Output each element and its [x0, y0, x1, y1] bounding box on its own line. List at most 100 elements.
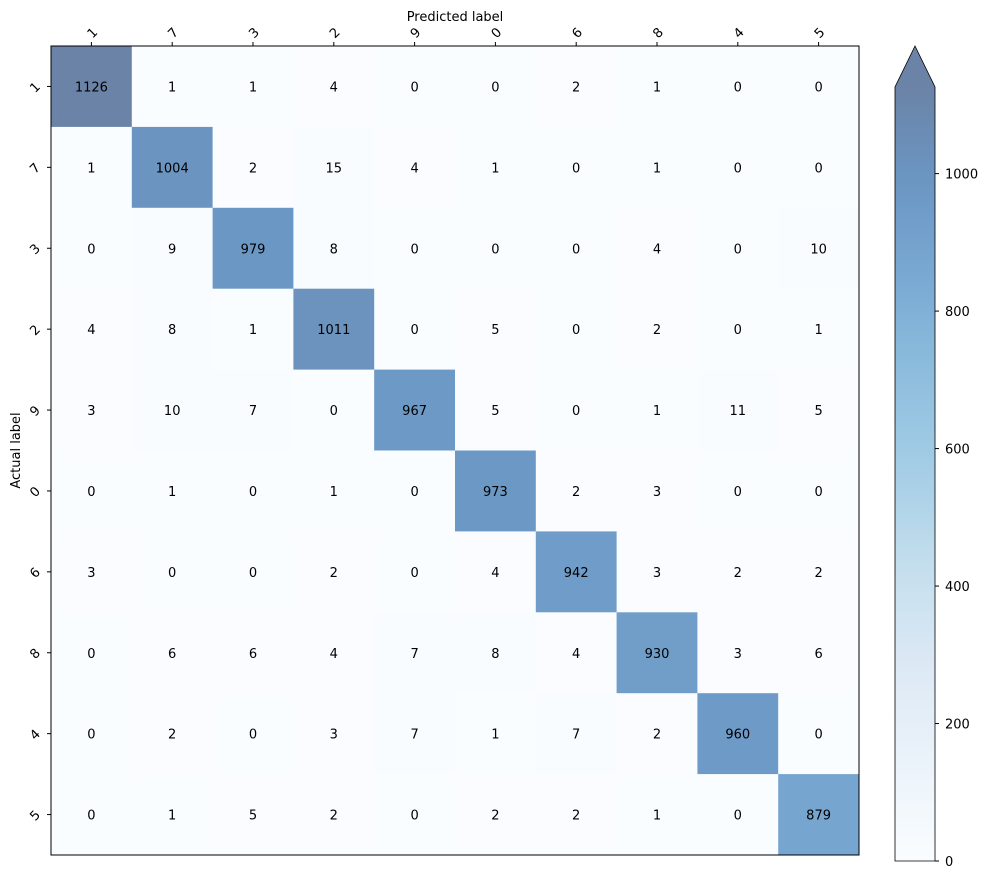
cell-value-label: 2 [330, 566, 338, 581]
cell-value-label: 4 [410, 161, 418, 176]
heatmap-cell [778, 450, 860, 532]
heatmap-cell [616, 288, 698, 371]
heatmap-cell [697, 612, 779, 694]
heatmap-cell [131, 612, 214, 694]
heatmap-cell [455, 774, 537, 856]
heatmap-cell [51, 531, 133, 613]
cell-value-label: 4 [330, 80, 338, 95]
cell-value-label: 0 [734, 323, 742, 338]
cell-value-label: 1 [330, 485, 338, 500]
cell-value-label: 5 [491, 404, 499, 419]
cell-value-label: 2 [572, 485, 580, 500]
cell-value-label: 1 [653, 161, 661, 176]
x-tick-label: 4 [731, 25, 747, 41]
cell-value-label: 0 [87, 242, 95, 257]
cell-value-label: 0 [249, 728, 257, 743]
cell-value-label: 8 [168, 323, 176, 338]
cell-value-label: 3 [330, 728, 338, 743]
heatmap-cell [778, 207, 860, 290]
cell-value-label: 0 [410, 80, 418, 95]
y-tick-label: 2 [27, 322, 43, 338]
heatmap-cell [535, 693, 618, 775]
cell-value-label: 2 [572, 809, 580, 824]
heatmap-cell [778, 693, 860, 775]
cell-value-label: 0 [249, 485, 257, 500]
cell-value-label: 6 [814, 647, 822, 662]
cell-value-label: 1011 [317, 323, 350, 338]
y-tick-label: 5 [27, 808, 43, 824]
heatmap-cell [616, 46, 698, 128]
colorbar-tick-label: 1000 [945, 168, 978, 183]
heatmap-cell [697, 207, 779, 290]
heatmap-cell [51, 774, 133, 856]
heatmap-cell [212, 531, 294, 613]
y-tick-label: 9 [27, 403, 43, 419]
heatmap-cell [535, 46, 618, 128]
cell-value-label: 5 [491, 323, 499, 338]
cell-value-label: 0 [87, 809, 95, 824]
cell-value-label: 15 [326, 161, 343, 176]
heatmap-cell [697, 126, 779, 209]
y-tick-label: 4 [27, 727, 43, 743]
heatmap-cell [293, 612, 375, 694]
cell-value-label: 2 [491, 809, 499, 824]
cell-value-label: 5 [814, 404, 822, 419]
heatmap-cell [778, 46, 860, 128]
cell-value-label: 0 [87, 485, 95, 500]
heatmap-cell [455, 288, 537, 371]
heatmap-cell [616, 612, 698, 694]
colorbar-outline [894, 45, 936, 862]
heatmap-cell [455, 207, 537, 290]
cell-value-label: 4 [653, 242, 661, 257]
cell-value-label: 979 [241, 242, 266, 257]
cell-value-label: 3 [87, 404, 95, 419]
heatmap-cell [51, 126, 133, 209]
heatmap-cell [535, 369, 618, 451]
cell-value-label: 2 [814, 566, 822, 581]
heatmap-cell [293, 369, 375, 451]
y-tick-label: 1 [27, 80, 43, 96]
cell-value-label: 10 [164, 404, 181, 419]
cell-value-label: 0 [491, 80, 499, 95]
cell-value-label: 0 [249, 566, 257, 581]
cell-value-label: 3 [734, 647, 742, 662]
heatmap-cell [455, 126, 537, 209]
cell-value-label: 1 [249, 323, 257, 338]
cell-value-label: 5 [249, 809, 257, 824]
heatmap-cell [374, 288, 456, 371]
heatmap-cell [51, 450, 133, 532]
plot-frame [50, 45, 860, 856]
cell-value-label: 4 [572, 647, 580, 662]
cell-value-label: 1 [168, 80, 176, 95]
cell-value-label: 0 [734, 809, 742, 824]
cell-value-label: 930 [645, 647, 670, 662]
heatmap-cell [455, 693, 537, 775]
heatmap-cell [778, 612, 860, 694]
cell-value-label: 0 [814, 80, 822, 95]
heatmap-cell [212, 612, 294, 694]
heatmap-cell [455, 450, 537, 532]
cell-value-label: 6 [168, 647, 176, 662]
cell-value-label: 1 [249, 80, 257, 95]
y-ticks: 1 7 3 2 9 0 6 8 4 5 [27, 80, 51, 824]
cell-value-label: 7 [572, 728, 580, 743]
cell-value-label: 0 [572, 242, 580, 257]
heatmap-cell [293, 288, 375, 371]
x-tick-label: 9 [408, 25, 424, 41]
heatmap-cell [131, 126, 214, 209]
colorbar-tick-label: 200 [945, 718, 970, 733]
heatmap-cell [616, 693, 698, 775]
heatmap-cell [697, 46, 779, 128]
heatmap-cell [778, 369, 860, 451]
heatmap-cell [616, 531, 698, 613]
heatmap-cell [51, 46, 133, 128]
heatmap-cell [293, 693, 375, 775]
cell-value-label: 0 [491, 242, 499, 257]
cell-value-label: 0 [572, 323, 580, 338]
heatmap-cell [131, 369, 214, 451]
x-tick-label: 3 [246, 25, 262, 41]
cell-value-label: 0 [410, 323, 418, 338]
colorbar-tick-label: 600 [945, 443, 970, 458]
heatmap-cell [535, 612, 618, 694]
heatmap-cell [212, 450, 294, 532]
